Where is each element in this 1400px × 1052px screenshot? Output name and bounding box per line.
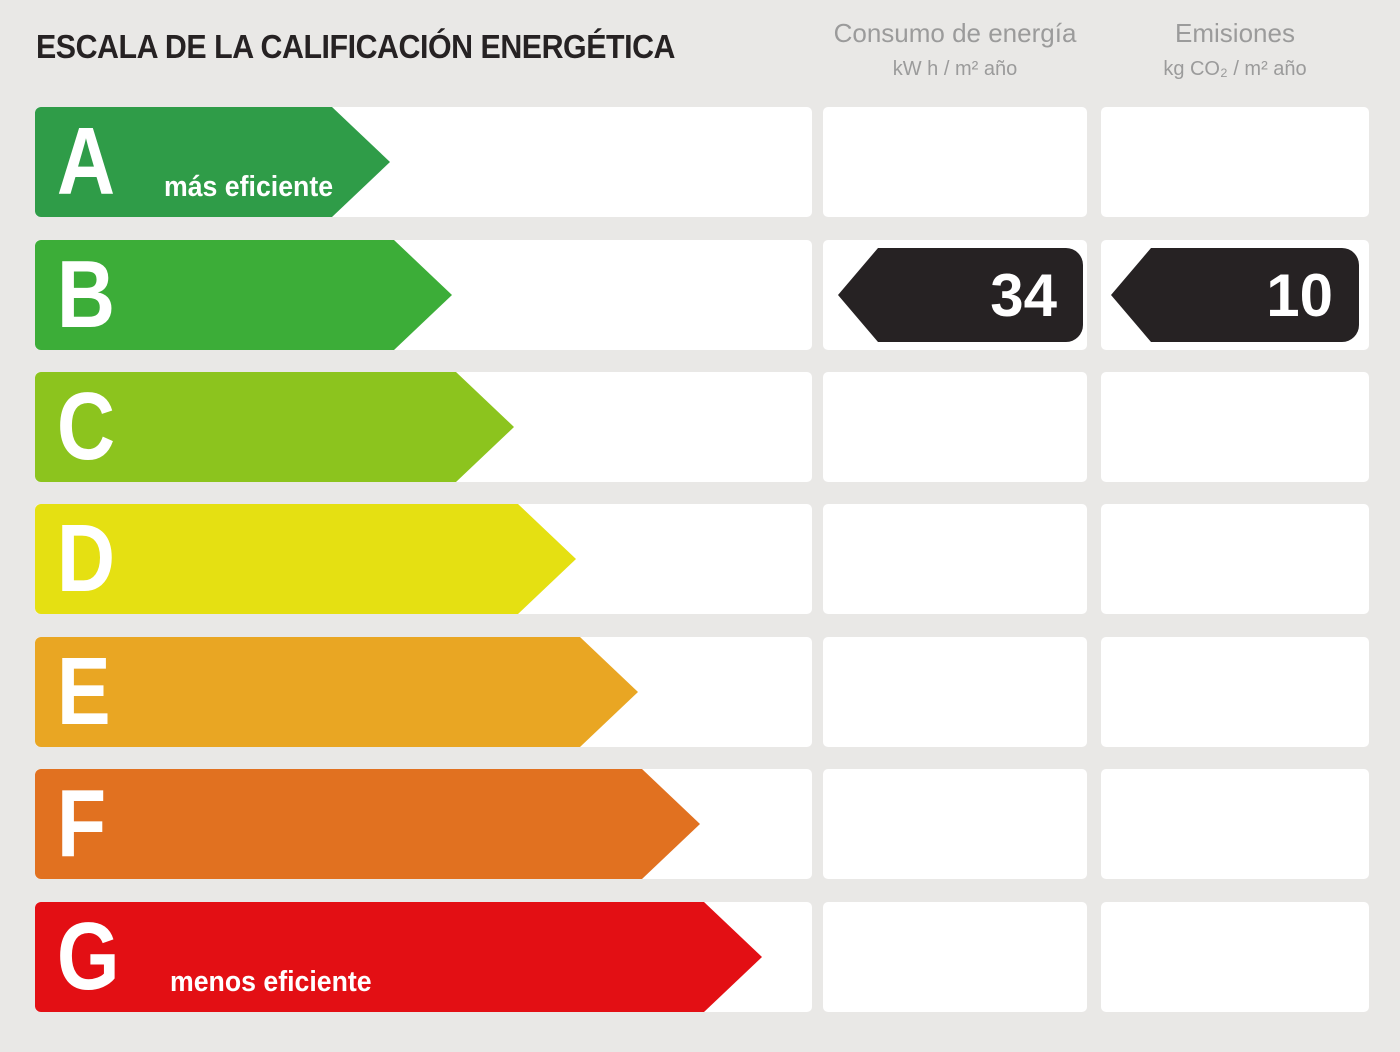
emissions-cell: [1101, 504, 1369, 614]
emissions-cell: [1101, 637, 1369, 747]
rating-letter: D: [56, 505, 116, 612]
rating-row-f: F: [0, 769, 1400, 879]
rating-letter: E: [56, 638, 111, 745]
rating-arrow-body: A más eficiente: [35, 107, 334, 217]
rating-row-a: A más eficiente: [0, 107, 1400, 217]
rating-row-b: 34 10 B: [0, 240, 1400, 350]
consumption-cell: [823, 637, 1087, 747]
rating-arrow-body: C: [35, 372, 456, 482]
rating-letter: A: [56, 108, 116, 215]
rating-letter: F: [56, 770, 107, 877]
arrow-tip-icon: [704, 902, 762, 1012]
rating-arrow-b: B: [35, 240, 452, 350]
arrow-tip-icon: [642, 769, 700, 879]
rating-letter: B: [56, 241, 116, 348]
consumption-cell: [823, 902, 1087, 1012]
efficiency-note: menos eficiente: [169, 966, 372, 998]
rating-arrow-c: C: [35, 372, 514, 482]
rating-row-e: E: [0, 637, 1400, 747]
page-title: ESCALA DE LA CALIFICACIÓN ENERGÉTICA: [36, 28, 675, 65]
consumption-column-title: Consumo de energía: [833, 18, 1077, 48]
emissions-column-title: Emisiones: [1175, 18, 1295, 48]
rating-arrow-body: D: [35, 504, 518, 614]
consumption-cell: 34: [823, 240, 1087, 350]
rating-arrow-a: A más eficiente: [35, 107, 390, 217]
emissions-column-header: Emisiones kg CO₂ / m² año: [1101, 18, 1369, 81]
rating-arrow-g: G menos eficiente: [35, 902, 762, 1012]
rating-arrow-body: G menos eficiente: [35, 902, 704, 1012]
arrow-tip-icon: [332, 107, 390, 217]
arrow-tip-icon: [456, 372, 514, 482]
consumption-column-header: Consumo de energía kW h / m² año: [823, 18, 1087, 81]
rating-arrow-body: F: [35, 769, 642, 879]
emissions-value: 10: [1151, 248, 1359, 342]
rating-arrow-f: F: [35, 769, 700, 879]
emissions-cell: [1101, 107, 1369, 217]
rating-letter: C: [56, 373, 116, 480]
consumption-value-arrow: 34: [838, 248, 1083, 342]
emissions-value-arrow: 10: [1111, 248, 1359, 342]
arrow-tip-icon: [580, 637, 638, 747]
emissions-cell: [1101, 769, 1369, 879]
consumption-value: 34: [878, 248, 1083, 342]
rating-arrow-e: E: [35, 637, 638, 747]
consumption-cell: [823, 504, 1087, 614]
rating-row-d: D: [0, 504, 1400, 614]
emissions-cell: [1101, 902, 1369, 1012]
emissions-cell: [1101, 372, 1369, 482]
arrow-left-tip-icon: [1111, 248, 1151, 342]
rating-row-g: G menos eficiente: [0, 902, 1400, 1012]
rating-arrow-d: D: [35, 504, 576, 614]
consumption-cell: [823, 769, 1087, 879]
efficiency-note: más eficiente: [164, 171, 334, 203]
rating-letter: G: [56, 903, 120, 1010]
arrow-tip-icon: [394, 240, 452, 350]
consumption-column-unit: kW h / m² año: [892, 58, 1018, 81]
consumption-cell: [823, 372, 1087, 482]
consumption-cell: [823, 107, 1087, 217]
rating-row-c: C: [0, 372, 1400, 482]
arrow-left-tip-icon: [838, 248, 878, 342]
rating-arrow-body: E: [35, 637, 580, 747]
arrow-tip-icon: [518, 504, 576, 614]
emissions-column-unit: kg CO₂ / m² año: [1163, 58, 1307, 81]
rating-arrow-body: B: [35, 240, 394, 350]
emissions-cell: 10: [1101, 240, 1369, 350]
